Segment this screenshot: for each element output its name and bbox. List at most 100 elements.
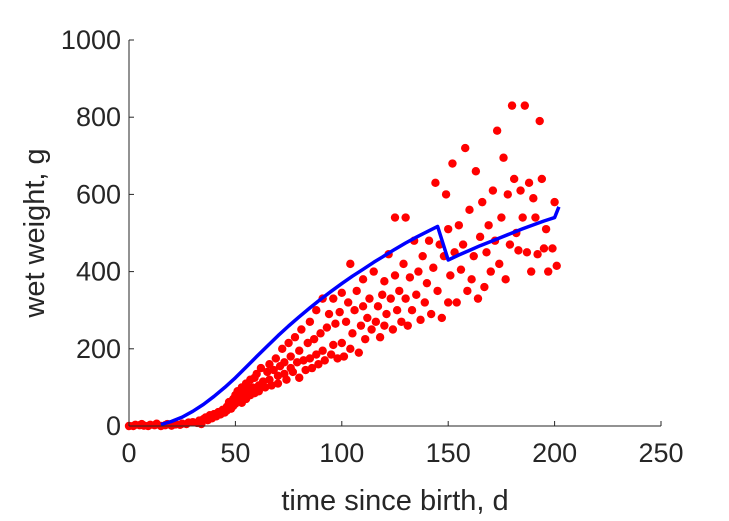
data-point [326, 350, 336, 359]
fit-curve [160, 206, 561, 427]
data-point [273, 371, 283, 381]
data-point [341, 317, 351, 326]
data-point [526, 267, 536, 276]
data-point [288, 367, 298, 377]
data-point [437, 313, 447, 323]
data-point [392, 306, 402, 315]
data-point [420, 298, 429, 307]
data-point [509, 174, 519, 184]
data-point [390, 213, 400, 222]
data-point [292, 358, 302, 367]
data-point [484, 221, 493, 230]
data-point [444, 298, 453, 307]
data-point [514, 246, 523, 255]
data-point [516, 186, 525, 195]
x-tick-label: 150 [426, 438, 471, 468]
x-tick-label: 100 [319, 438, 364, 468]
data-point [499, 153, 508, 162]
data-point [329, 294, 338, 303]
data-point [505, 240, 515, 249]
data-point [429, 263, 438, 272]
data-point [260, 383, 270, 392]
data-point [333, 354, 342, 363]
data-point [337, 288, 346, 298]
data-point [518, 213, 527, 222]
data-point [441, 190, 451, 199]
x-tick-label: 0 [121, 438, 136, 468]
data-point [346, 259, 355, 269]
data-point [431, 178, 440, 188]
data-point [337, 338, 346, 348]
data-point [318, 346, 327, 355]
data-point [371, 317, 381, 326]
data-point [454, 221, 464, 230]
data-point [295, 346, 304, 355]
data-point [497, 213, 506, 222]
data-point [320, 356, 329, 365]
data-point [252, 369, 261, 379]
data-point [367, 325, 376, 334]
data-point [299, 356, 308, 365]
data-point [550, 197, 559, 207]
data-point [520, 101, 530, 110]
data-point [397, 317, 406, 326]
data-point [316, 329, 325, 338]
data-point [309, 334, 319, 344]
data-point [486, 267, 495, 276]
data-point [544, 267, 553, 276]
data-point [414, 267, 423, 276]
data-point [365, 294, 374, 303]
data-point [467, 275, 476, 284]
data-point [522, 248, 532, 257]
data-point [469, 251, 478, 261]
data-point [282, 375, 291, 384]
data-point [356, 321, 366, 330]
data-point [373, 302, 383, 311]
data-point [361, 334, 370, 344]
data-point [348, 329, 357, 338]
x-tick-label: 50 [220, 438, 250, 468]
data-point [471, 167, 481, 176]
data-point [444, 224, 453, 234]
data-point [501, 275, 510, 284]
data-point [278, 344, 287, 353]
data-point [507, 101, 517, 110]
data-point [312, 306, 321, 315]
data-point [386, 294, 395, 303]
data-point [541, 224, 551, 234]
data-point [488, 186, 498, 195]
data-point [358, 302, 368, 311]
y-tick-label: 600 [76, 179, 121, 209]
data-point [290, 333, 300, 342]
x-tick-label: 250 [638, 438, 683, 468]
data-point [537, 174, 547, 184]
data-point [254, 387, 264, 396]
y-tick-label: 800 [76, 102, 121, 132]
data-point [533, 250, 542, 259]
data-point [263, 367, 272, 377]
data-point [301, 365, 310, 375]
data-point [271, 354, 281, 363]
data-point [303, 338, 312, 348]
data-point [350, 306, 359, 315]
data-point [324, 309, 334, 319]
y-tick-label: 1000 [61, 25, 121, 55]
y-tick-label: 400 [76, 257, 121, 287]
data-point [352, 286, 361, 296]
x-axis-ticks: 0 50 100 150 200 250 [121, 421, 684, 468]
data-point [286, 352, 295, 361]
data-point [329, 340, 338, 350]
data-point [531, 213, 540, 222]
data-point [401, 213, 410, 222]
data-point [399, 259, 408, 269]
data-point [297, 325, 306, 334]
data-point [548, 244, 557, 253]
data-point [380, 321, 389, 330]
data-point [354, 348, 364, 357]
data-point [480, 282, 489, 292]
y-tick-label: 0 [106, 411, 121, 441]
y-tick-label: 200 [76, 334, 121, 364]
data-point [416, 315, 425, 325]
data-point [403, 321, 412, 330]
